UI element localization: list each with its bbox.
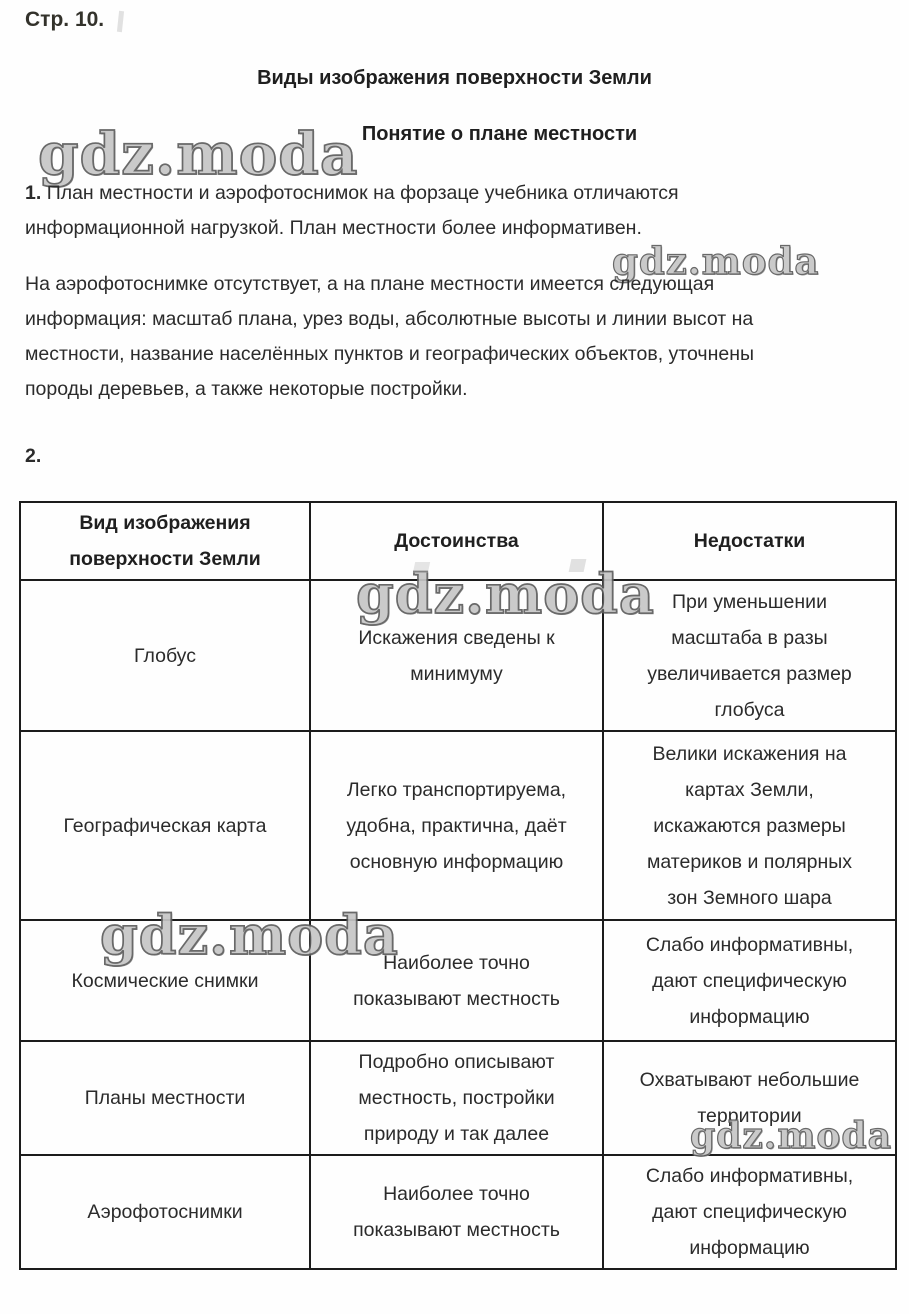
pros-cell: Легко транспортируема, удобна, практична… xyxy=(309,730,604,921)
table-row: Географическая карта Легко транспортируе… xyxy=(19,730,897,921)
cons-cell: Слабо информативны, дают специфическую и… xyxy=(602,1154,897,1270)
kind-cell: Географическая карта xyxy=(19,730,311,921)
pros-cell: Наиболее точно показывают местность xyxy=(309,919,604,1042)
table-header-row: Вид изображения поверхности Земли Достои… xyxy=(19,501,897,581)
table-row: Космические снимки Наиболее точно показы… xyxy=(19,919,897,1042)
pros-cell: Искажения сведены к минимуму xyxy=(309,579,604,732)
cons-cell: При уменьшении масштаба в разы увеличива… xyxy=(602,579,897,732)
document-title: Виды изображения поверхности Земли xyxy=(257,67,652,89)
answers-table: Вид изображения поверхности Земли Достои… xyxy=(19,501,897,1270)
pros-cell: Наиболее точно показывают местность xyxy=(309,1154,604,1270)
table-row: Планы местности Подробно описывают местн… xyxy=(19,1040,897,1156)
answer-1-body: План местности и аэрофотоснимок на форза… xyxy=(25,182,679,239)
kind-cell: Планы местности xyxy=(19,1040,311,1156)
page-number-label: Стр. 10. xyxy=(25,8,105,31)
cons-cell: Велики искажения на картах Земли, искажа… xyxy=(602,730,897,921)
header-cell-pros: Достоинства xyxy=(309,501,604,581)
answer-1-paragraph: 1. План местности и аэрофотоснимок на фо… xyxy=(25,176,887,246)
kind-cell: Аэрофотоснимки xyxy=(19,1154,311,1270)
kind-cell: Космические снимки xyxy=(19,919,311,1042)
header-cell-cons: Недостатки xyxy=(602,501,897,581)
cons-cell: Слабо информативны, дают специфическую и… xyxy=(602,919,897,1042)
table-row: Аэрофотоснимки Наиболее точно показывают… xyxy=(19,1154,897,1270)
pros-cell: Подробно описывают местность, постройки … xyxy=(309,1040,604,1156)
answer-1-continuation: На аэрофотоснимке отсутствует, а на план… xyxy=(25,273,754,400)
header-cell-kind: Вид изображения поверхности Земли xyxy=(19,501,311,581)
scan-artifact xyxy=(116,10,125,33)
table-row: Глобус Искажения сведены к минимуму При … xyxy=(19,579,897,732)
cons-cell: Охватывают небольшие территории xyxy=(602,1040,897,1156)
kind-cell: Глобус xyxy=(19,579,311,732)
answer-1-number: 1. xyxy=(25,182,42,204)
answers-table-wrapper: Вид изображения поверхности Земли Достои… xyxy=(19,501,897,1270)
section-subtitle: Понятие о плане местности xyxy=(361,123,638,145)
answer-2-number: 2. xyxy=(25,445,42,467)
